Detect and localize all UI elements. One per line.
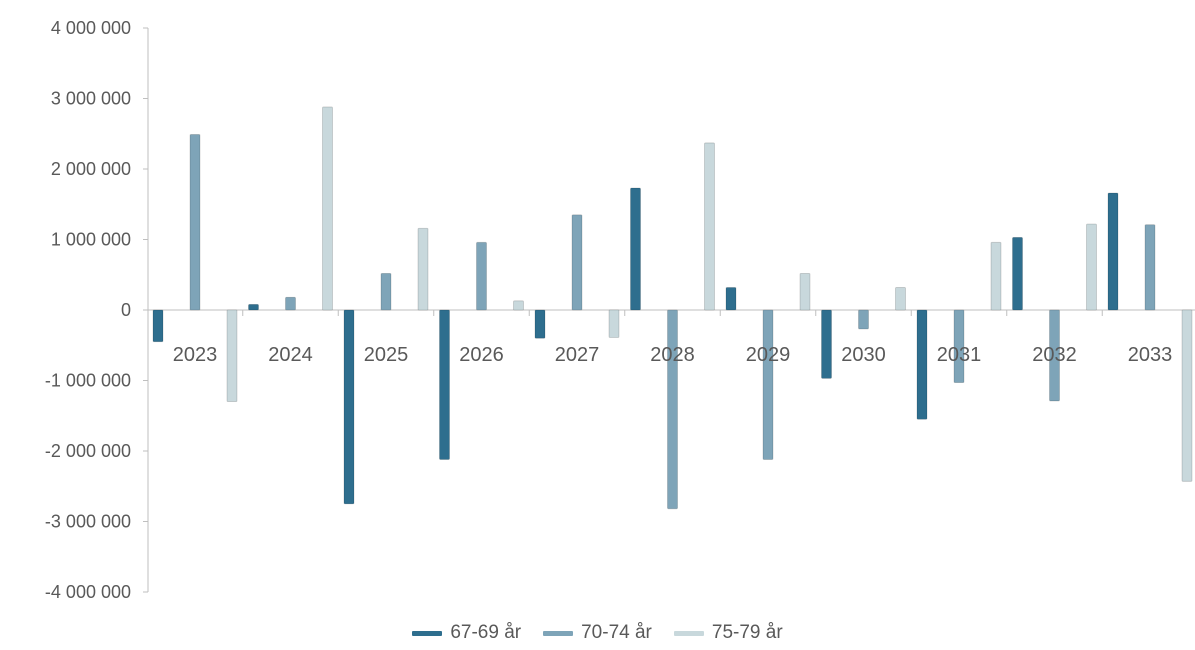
y-tick-label: 3 000 000 bbox=[51, 89, 131, 109]
y-tick-label: -3 000 000 bbox=[45, 512, 131, 532]
bar-70-74år-2027 bbox=[571, 214, 583, 311]
bar-70-74år-2029 bbox=[762, 309, 774, 460]
legend-swatch-70-74 bbox=[543, 630, 574, 636]
x-tick-label: 2023 bbox=[173, 344, 218, 366]
bar-70-74år-2028 bbox=[667, 309, 678, 510]
bar-75-79år-2025 bbox=[417, 227, 429, 311]
bar-67-69år-2030 bbox=[821, 309, 832, 379]
bar-75-79år-2023 bbox=[226, 309, 238, 403]
x-tick-label: 2029 bbox=[746, 344, 791, 366]
bar-67-69år-2028 bbox=[630, 187, 641, 311]
bar-75-79år-2024 bbox=[322, 106, 333, 311]
bar-67-69år-2032 bbox=[1012, 236, 1023, 311]
bar-70-74år-2031 bbox=[953, 309, 965, 384]
bar-67-69år-2023 bbox=[152, 309, 164, 343]
y-tick-label: -4 000 000 bbox=[45, 582, 131, 602]
bar-70-74år-2032 bbox=[1049, 309, 1060, 402]
x-tick-label: 2028 bbox=[650, 344, 695, 366]
legend-swatch-67-69 bbox=[412, 630, 443, 636]
y-tick-label: -1 000 000 bbox=[45, 371, 131, 391]
x-tick-label: 2030 bbox=[841, 344, 886, 366]
legend-item-67-69[interactable]: 67-69 år bbox=[412, 622, 521, 644]
legend-item-70-74[interactable]: 70-74 år bbox=[543, 622, 652, 644]
bar-75-79år-2032 bbox=[1086, 223, 1097, 311]
x-tick-label: 2024 bbox=[268, 344, 313, 366]
legend-swatch-75-79 bbox=[673, 630, 704, 636]
bar-67-69år-2027 bbox=[534, 309, 546, 339]
bar-75-79år-2031 bbox=[990, 241, 1002, 311]
bar-70-74år-2025 bbox=[380, 272, 392, 311]
y-tick-label: 4 000 000 bbox=[51, 18, 131, 38]
x-tick-label: 2032 bbox=[1032, 344, 1077, 366]
y-tick-label: 0 bbox=[121, 300, 131, 320]
x-tick-label: 2027 bbox=[555, 344, 600, 366]
bar-67-69år-2025 bbox=[343, 309, 355, 505]
legend-label-70-74: 70-74 år bbox=[581, 622, 652, 643]
bar-75-79år-2030 bbox=[895, 287, 906, 311]
bar-75-79år-2026 bbox=[513, 300, 524, 311]
legend-item-75-79[interactable]: 75-79 år bbox=[673, 622, 783, 644]
legend-label-75-79: 75-79 år bbox=[711, 622, 783, 643]
bar-67-69år-2026 bbox=[439, 309, 450, 460]
bar-67-69år-2029 bbox=[725, 287, 737, 311]
bar-70-74år-2033 bbox=[1144, 224, 1156, 311]
x-tick-label: 2026 bbox=[459, 344, 504, 366]
bar-75-79år-2033 bbox=[1181, 309, 1193, 482]
x-tick-label: 2031 bbox=[937, 344, 982, 366]
chart-legend: 67-69 år 70-74 år 75-79 år bbox=[0, 622, 1195, 644]
y-tick-label: 2 000 000 bbox=[51, 159, 131, 179]
legend-label-67-69: 67-69 år bbox=[450, 622, 522, 643]
bar-75-79år-2028 bbox=[704, 142, 715, 311]
x-tick-label: 2025 bbox=[364, 344, 409, 366]
bar-70-74år-2026 bbox=[476, 241, 487, 311]
y-tick-label: -2 000 000 bbox=[45, 441, 131, 461]
bar-67-69år-2033 bbox=[1107, 192, 1119, 311]
x-tick-label: 2033 bbox=[1128, 344, 1173, 366]
bar-75-79år-2027 bbox=[608, 309, 620, 338]
bar-75-79år-2029 bbox=[799, 272, 811, 311]
y-tick-label: 1 000 000 bbox=[51, 230, 131, 250]
bar-70-74år-2023 bbox=[189, 134, 201, 311]
bar-67-69år-2031 bbox=[916, 309, 928, 420]
bar-70-74år-2030 bbox=[858, 309, 869, 330]
bar-67-69år-2024 bbox=[248, 303, 259, 311]
bar-70-74år-2024 bbox=[285, 296, 296, 311]
